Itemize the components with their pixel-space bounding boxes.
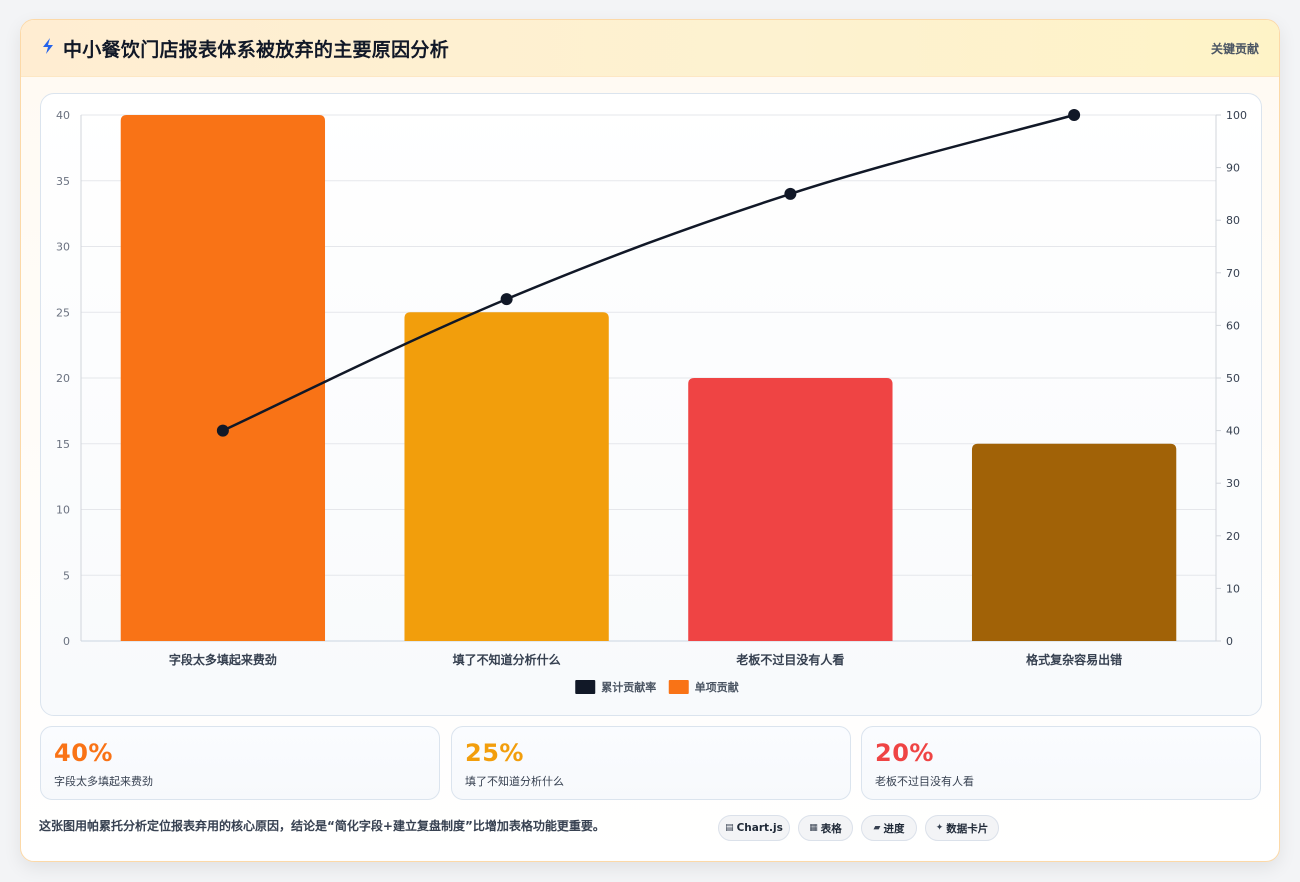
x-tick-label: 填了不知道分析什么 <box>453 652 561 667</box>
chart-panel: 0 5 10 15 20 25 30 35 40 0 10 20 30 40 50 60 70 80 90 100 字段… <box>40 93 1262 716</box>
y-tick-label: 30 <box>56 241 70 254</box>
pareto-chart: 0 5 10 15 20 25 30 35 40 0 10 20 30 40 50 60 70 80 90 100 字段… <box>56 109 1247 694</box>
y-tick-label: 25 <box>56 306 70 319</box>
badge-label: 数据卡片 <box>946 822 989 835</box>
badge-chartjs[interactable]: ▤ Chart.js <box>718 815 790 841</box>
header-tag: 关键贡献 <box>1210 42 1259 56</box>
x-tick-label: 字段太多填起来费劲 <box>169 652 277 667</box>
card-header: 中小餐饮门店报表体系被放弃的主要原因分析 关键贡献 <box>21 20 1279 77</box>
y2-tick-label: 50 <box>1226 372 1240 385</box>
y2-tick-label: 20 <box>1226 530 1240 543</box>
y2-tick-label: 80 <box>1226 214 1240 227</box>
y-tick-label: 40 <box>56 109 70 122</box>
badge-table[interactable]: ▦ 表格 <box>798 815 853 841</box>
y2-tick-label: 100 <box>1226 109 1247 122</box>
legend-swatch <box>575 680 596 694</box>
badge-data-card[interactable]: ✦ 数据卡片 <box>925 815 999 841</box>
progress-icon: ▰ <box>873 823 881 833</box>
bar <box>688 378 893 641</box>
y-tick-label: 15 <box>56 438 70 451</box>
y-tick-label: 0 <box>63 635 70 648</box>
legend-label: 累计贡献率 <box>601 680 656 694</box>
report-card: 中小餐饮门店报表体系被放弃的主要原因分析 关键贡献 0 5 10 15 20 25 30 35… <box>20 19 1280 862</box>
cumulative-line <box>222 113 1075 432</box>
page-title: 中小餐饮门店报表体系被放弃的主要原因分析 <box>63 39 450 61</box>
y2-tick-label: 10 <box>1226 582 1240 595</box>
cumulative-point <box>1068 109 1081 121</box>
y2-tick-label: 60 <box>1226 319 1240 332</box>
y-tick-label: 35 <box>56 175 70 188</box>
lightning-icon <box>43 38 53 54</box>
stat-card: 40% 字段太多填起来费劲 <box>40 726 440 800</box>
table-icon: ▦ <box>809 823 818 833</box>
conclusion-text: 这张图用帕累托分析定位报表弃用的核心原因，结论是“简化字段+建立复盘制度”比增加… <box>39 819 605 833</box>
bar <box>120 115 326 641</box>
stat-value: 20% <box>875 739 934 767</box>
sparkle-icon: ✦ <box>935 823 944 833</box>
legend-label: 单项贡献 <box>695 680 739 694</box>
y-tick-label: 10 <box>56 504 70 517</box>
y2-tick-label: 30 <box>1226 477 1240 490</box>
y2-tick-label: 40 <box>1226 425 1240 438</box>
stat-card: 20% 老板不过目没有人看 <box>861 726 1261 800</box>
badge-label: Chart.js <box>736 822 783 834</box>
bar <box>971 443 1177 641</box>
stat-label: 填了不知道分析什么 <box>465 775 564 788</box>
y2-tick-label: 90 <box>1226 162 1240 175</box>
badge-label: 表格 <box>820 822 842 835</box>
y-tick-label: 5 <box>63 569 70 582</box>
cumulative-point <box>784 187 797 200</box>
chart-icon: ▤ <box>725 823 734 833</box>
badge-label: 进度 <box>883 822 905 835</box>
stat-value: 25% <box>465 739 524 767</box>
bar <box>404 312 609 641</box>
legend-swatch <box>668 680 689 694</box>
stat-label: 字段太多填起来费劲 <box>54 775 153 788</box>
x-tick-label: 老板不过目没有人看 <box>736 652 844 667</box>
stat-label: 老板不过目没有人看 <box>875 775 974 788</box>
cumulative-point <box>500 293 513 306</box>
x-tick-label: 格式复杂容易出错 <box>1026 652 1122 667</box>
cumulative-point <box>216 424 229 437</box>
stat-card: 25% 填了不知道分析什么 <box>451 726 851 800</box>
y2-tick-label: 0 <box>1226 635 1233 648</box>
stat-value: 40% <box>54 739 113 767</box>
badge-progress[interactable]: ▰ 进度 <box>861 815 917 841</box>
y2-tick-label: 70 <box>1226 267 1240 280</box>
y-tick-label: 20 <box>56 372 70 385</box>
